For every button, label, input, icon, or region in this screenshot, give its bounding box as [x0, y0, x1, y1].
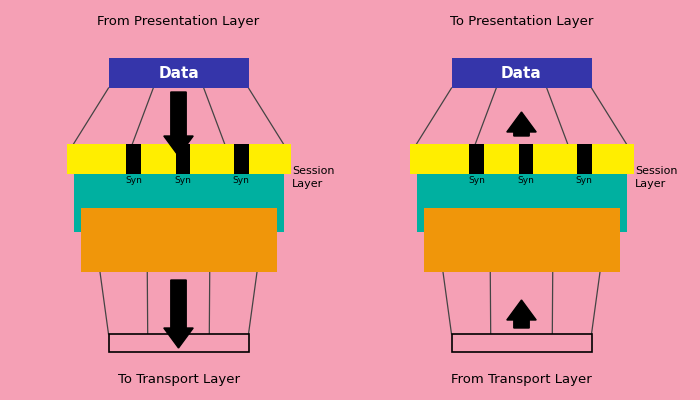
Bar [577, 144, 592, 174]
FancyArrow shape [164, 92, 193, 156]
Bar [127, 144, 141, 174]
Bar [410, 144, 634, 174]
Text: Session
Layer: Session Layer [292, 166, 335, 189]
Text: Syn: Syn [174, 176, 191, 185]
Text: Syn: Syn [468, 176, 485, 185]
FancyArrow shape [507, 300, 536, 328]
Bar [234, 144, 248, 174]
Bar [80, 208, 276, 272]
Bar [66, 144, 290, 174]
Text: Syn: Syn [576, 176, 593, 185]
Text: Data: Data [158, 66, 199, 80]
Bar [108, 334, 248, 352]
Bar [519, 144, 533, 174]
Bar [424, 208, 620, 272]
FancyArrow shape [507, 112, 536, 136]
Text: Syn: Syn [125, 176, 142, 185]
FancyArrow shape [164, 280, 193, 348]
Text: From Transport Layer: From Transport Layer [451, 374, 592, 386]
Bar [108, 58, 248, 88]
Bar [74, 144, 284, 232]
Text: Syn: Syn [517, 176, 534, 185]
Text: Session
Layer: Session Layer [635, 166, 678, 189]
Text: Data: Data [501, 66, 542, 80]
Bar [452, 58, 592, 88]
Text: Syn: Syn [233, 176, 250, 185]
Text: From Presentation Layer: From Presentation Layer [97, 16, 260, 28]
Text: To Presentation Layer: To Presentation Layer [450, 16, 593, 28]
Bar [416, 144, 626, 232]
Bar [176, 144, 190, 174]
Bar [470, 144, 484, 174]
Bar [452, 334, 592, 352]
Text: To Transport Layer: To Transport Layer [118, 374, 239, 386]
